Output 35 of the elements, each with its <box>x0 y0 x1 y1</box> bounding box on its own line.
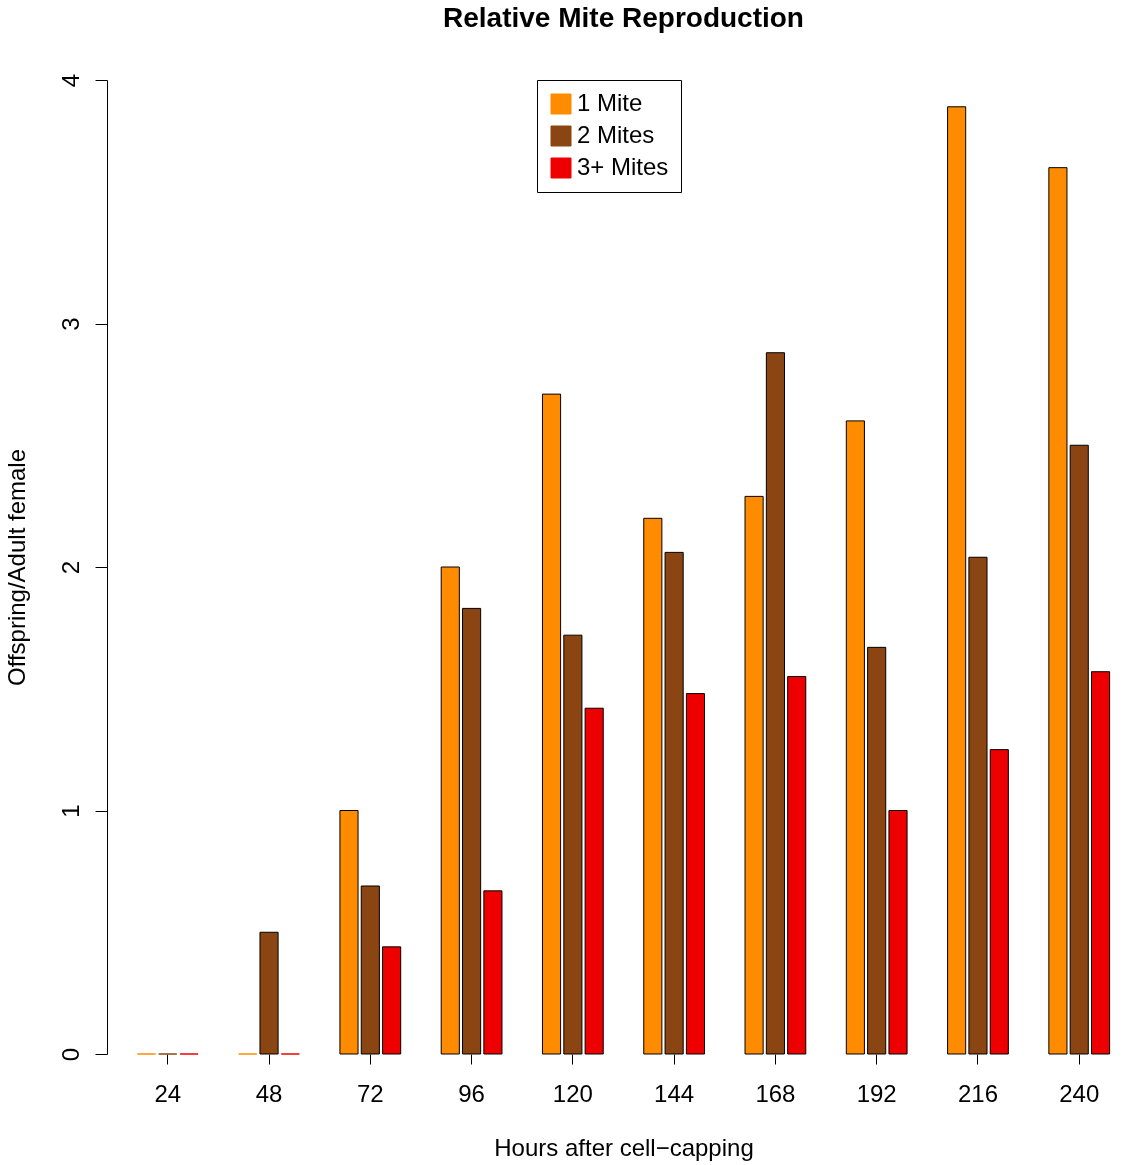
bar <box>483 890 503 1055</box>
x-tick-label: 48 <box>255 1079 283 1107</box>
y-tick-label: 4 <box>56 73 84 88</box>
x-tick-label: 216 <box>957 1079 998 1107</box>
bar <box>685 693 706 1055</box>
legend-label: 3+ Mites <box>577 153 669 180</box>
bar <box>1048 167 1068 1055</box>
legend-label: 1 Mite <box>577 89 643 116</box>
bar <box>787 676 807 1055</box>
x-tick-label: 192 <box>856 1079 897 1107</box>
y-tick-label: 1 <box>56 804 84 818</box>
x-tick-label: 72 <box>356 1079 384 1107</box>
x-tick-label: 168 <box>755 1079 796 1107</box>
legend-label: 2 Mites <box>577 121 655 148</box>
y-tick-label: 2 <box>56 560 84 575</box>
chart-title: Relative Mite Reproduction <box>443 2 804 34</box>
bar <box>541 393 562 1055</box>
bar <box>440 566 460 1055</box>
x-tick-label: 240 <box>1059 1079 1100 1107</box>
y-tick-label: 0 <box>56 1047 84 1062</box>
x-tick-label: 120 <box>552 1079 593 1107</box>
x-axis-title: Hours after cell−capping <box>494 1133 754 1161</box>
x-tick-label: 24 <box>154 1079 182 1107</box>
bar <box>845 420 865 1055</box>
bar <box>339 810 359 1055</box>
bar <box>989 749 1009 1055</box>
bar <box>744 495 764 1055</box>
bar <box>947 106 967 1055</box>
bar <box>888 810 908 1055</box>
y-axis-title: Offspring/Adult female <box>2 448 30 687</box>
x-tick-label: 144 <box>654 1079 695 1107</box>
bar <box>382 946 402 1055</box>
x-tick-label: 96 <box>458 1079 485 1107</box>
y-tick-label: 3 <box>56 317 84 331</box>
bar <box>1090 671 1111 1055</box>
